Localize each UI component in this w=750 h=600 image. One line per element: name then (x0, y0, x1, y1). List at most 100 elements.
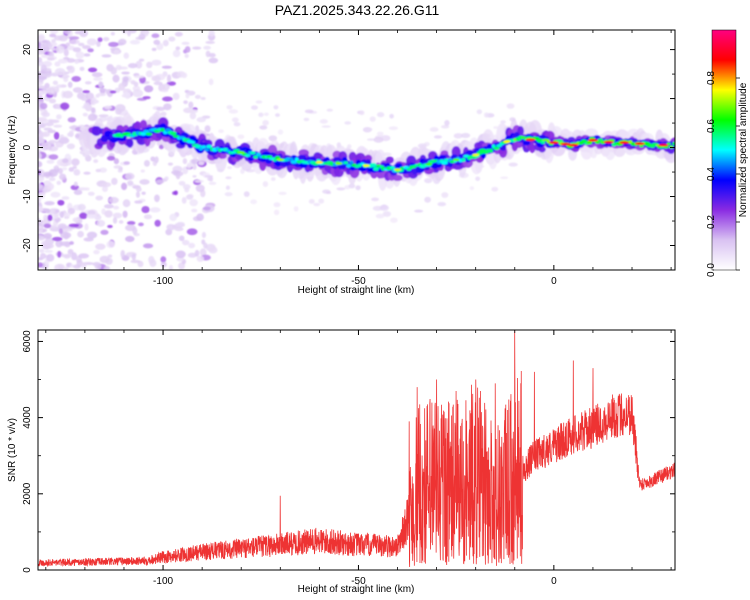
spectrogram-noise-blob (83, 171, 91, 175)
spectrogram-noise-blob (125, 235, 135, 243)
spectrogram-noise-blob (84, 223, 89, 231)
spectrogram-noise-blob (196, 255, 205, 262)
spectrogram-noise-blob (38, 176, 45, 182)
spectrogram-noise-blob (82, 90, 90, 94)
spectrogram-noise-blob (181, 197, 187, 204)
spectrogram-noise-blob (173, 190, 178, 196)
spectrogram-noise-blob (38, 89, 48, 95)
spectrogram-noise-blob (77, 230, 84, 238)
spectrogram-ridge-core (540, 140, 546, 145)
spectrogram-noise-blob (83, 237, 94, 242)
snr-series-line (38, 330, 675, 568)
spectrogram-noise-blob (151, 75, 158, 82)
spectrogram-noise-blob (67, 207, 76, 215)
spectrogram-noise-blob (57, 223, 68, 231)
spectrogram-noise-blob (38, 116, 48, 124)
spectrogram-noise-blob (63, 212, 71, 217)
spectrogram-ridge-core (580, 139, 587, 143)
spectrogram-noise-blob (107, 254, 113, 258)
spectrogram-noise-blob (72, 47, 82, 53)
spectrogram-noise-blob (56, 114, 62, 120)
spectrogram-heatmap (38, 30, 675, 270)
spectrogram-noise-blob (67, 132, 74, 137)
spectrogram-noise-blob (67, 81, 73, 88)
spectrogram-noise-blob (441, 192, 449, 198)
spectrogram-noise-blob (151, 47, 157, 52)
spectrogram-noise-blob (39, 102, 48, 110)
colorbar-tick-label: 0.2 (706, 215, 717, 229)
spectrogram-noise-blob (57, 250, 62, 258)
spectrogram-noise-blob (78, 42, 85, 47)
spectrogram-noise-blob (344, 121, 352, 125)
spectrogram-hotspot (503, 140, 511, 144)
spectrogram-noise-blob (195, 184, 205, 193)
spectrogram-noise-blob (126, 30, 132, 37)
spectrogram-noise-blob (40, 142, 52, 148)
spectrogram-noise-blob (62, 90, 74, 99)
spectrogram-noise-blob (95, 195, 104, 201)
spectrogram-hotspot (548, 141, 559, 145)
spectrogram-y-tick-label: 10 (22, 93, 33, 105)
spectrogram-noise-blob (359, 110, 365, 116)
spectrogram-noise-blob (273, 209, 280, 216)
spectrogram-noise-blob (44, 249, 53, 253)
spectrogram-hotspot (568, 143, 579, 147)
spectrogram-noise-blob (208, 181, 217, 186)
spectrogram-noise-blob (172, 92, 180, 101)
spectrogram-hotspot (315, 160, 323, 164)
spectrogram-noise-blob (49, 177, 56, 182)
spectrogram-noise-blob (182, 158, 188, 165)
spectrogram-ridge-core (250, 150, 256, 155)
spectrogram-noise-blob (174, 222, 183, 228)
spectrogram-noise-blob (79, 212, 88, 220)
snr-y-tick-label: 6000 (22, 330, 33, 353)
spectrogram-noise-blob (38, 33, 45, 42)
spectrogram-noise-blob (118, 38, 127, 46)
spectrogram-noise-blob (72, 165, 77, 170)
spectrogram-noise-blob (166, 74, 172, 83)
spectrogram-noise-blob (122, 210, 128, 218)
spectrogram-noise-blob (262, 119, 269, 126)
spectrogram-noise-blob (237, 134, 245, 140)
colorbar-label: Normalized spectral amplitude (738, 82, 749, 217)
snr-y-tick-label: 0 (22, 567, 33, 573)
spectrogram-noise-blob (103, 204, 114, 209)
spectrogram-noise-blob (319, 119, 328, 124)
colorbar-tick-label: 0.0 (706, 263, 717, 277)
spectrogram-noise-blob (73, 189, 83, 196)
spectrogram-noise-blob (44, 201, 55, 206)
spectrogram-noise-blob (203, 45, 211, 50)
spectrogram-noise-blob (127, 63, 138, 69)
colorbar-ticks: 0.0 0.2 0.4 0.6 0.8 (706, 71, 740, 277)
spectrogram-noise-blob (38, 56, 43, 63)
spectrogram-noise-blob (168, 36, 176, 42)
spectrogram-noise-blob (73, 181, 78, 187)
spectrogram-noise-blob (293, 206, 299, 212)
spectrogram-noise-blob (142, 243, 154, 249)
spectrogram-hotspot (603, 140, 614, 144)
spectrogram-y-axis: -20 -10 0 10 20 (22, 44, 675, 271)
spectrogram-noise-blob (228, 109, 239, 114)
spectrogram-ridge-core (145, 132, 153, 136)
spectrogram-noise-blob (208, 78, 214, 86)
spectrogram-noise-blob (135, 60, 143, 69)
spectrogram-noise-blob (53, 124, 63, 128)
spectrogram-noise-blob (88, 67, 98, 73)
spectrogram-ridge-blob (357, 166, 367, 172)
spectrogram-noise-blob (46, 57, 55, 61)
spectrogram-noise-blob (194, 94, 201, 99)
spectrogram-hotspot (276, 158, 284, 162)
spectrogram-noise-blob (389, 113, 394, 119)
spectrogram-noise-blob (161, 65, 172, 69)
spectrogram-hotspot (472, 153, 480, 157)
spectrogram-noise-blob (47, 119, 54, 123)
spectrogram-noise-blob (38, 130, 44, 139)
spectrogram-noise-blob (38, 160, 43, 168)
spectrogram-noise-blob (318, 198, 325, 204)
spectrogram-noise-blob (38, 41, 41, 48)
snr-x-tick-label: -100 (153, 576, 173, 587)
spectrogram-noise-blob (63, 30, 72, 35)
spectrogram-noise-blob (74, 59, 79, 64)
spectrogram-noise-blob (54, 68, 66, 76)
